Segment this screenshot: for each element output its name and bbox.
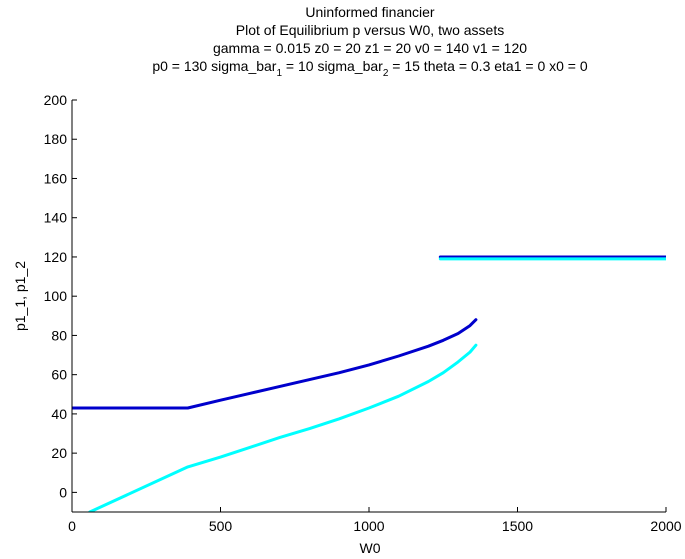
- y-tick-label: 120: [44, 249, 68, 265]
- title-line-4-part-2: = 10 sigma_bar: [282, 58, 383, 74]
- series-line-1: [72, 318, 478, 410]
- x-tick-label: 2000: [650, 518, 681, 534]
- title-line-3: gamma = 0.015 z0 = 20 z1 = 20 v0 = 140 v…: [213, 40, 527, 56]
- series-line-2: [88, 343, 478, 512]
- title-block: Uninformed financier Plot of Equilibrium…: [152, 4, 588, 79]
- y-tick-label: 100: [44, 288, 68, 304]
- y-axis-label: p1_1, p1_2: [12, 261, 28, 331]
- y-tick-label: 160: [44, 170, 68, 186]
- axes: [71, 99, 667, 513]
- y-tick-label: 200: [44, 92, 68, 108]
- title-line-2: Plot of Equilibrium p versus W0, two ass…: [236, 22, 504, 38]
- title-line-4-subscript-1: 1: [276, 68, 282, 79]
- title-line-4-part-1: p0 = 130 sigma_bar: [152, 58, 276, 74]
- title-line-4: p0 = 130 sigma_bar1 = 10 sigma_bar2 = 15…: [152, 58, 588, 79]
- y-tick-label: 180: [44, 131, 68, 147]
- y-tick-label: 0: [59, 484, 67, 500]
- tick-labels: 0 500 1000 1500 2000 0 20 40 60 80 100 120 140 160 180…: [44, 92, 682, 534]
- y-tick-label: 40: [51, 406, 67, 422]
- y-tick-label: 80: [51, 327, 67, 343]
- title-line-1: Uninformed financier: [305, 4, 435, 20]
- title-line-4-subscript-2: 2: [383, 68, 389, 79]
- y-tick-label: 20: [51, 445, 67, 461]
- y-tick-label: 140: [44, 210, 68, 226]
- x-tick-label: 0: [68, 518, 76, 534]
- x-axis-label: W0: [360, 540, 381, 556]
- x-tick-label: 1000: [353, 518, 384, 534]
- x-tick-label: 500: [209, 518, 233, 534]
- title-line-4-part-3: = 15 theta = 0.3 eta1 = 0 x0 = 0: [388, 58, 587, 74]
- y-tick-label: 60: [51, 367, 67, 383]
- series-layer: [72, 255, 666, 512]
- x-tick-label: 1500: [502, 518, 533, 534]
